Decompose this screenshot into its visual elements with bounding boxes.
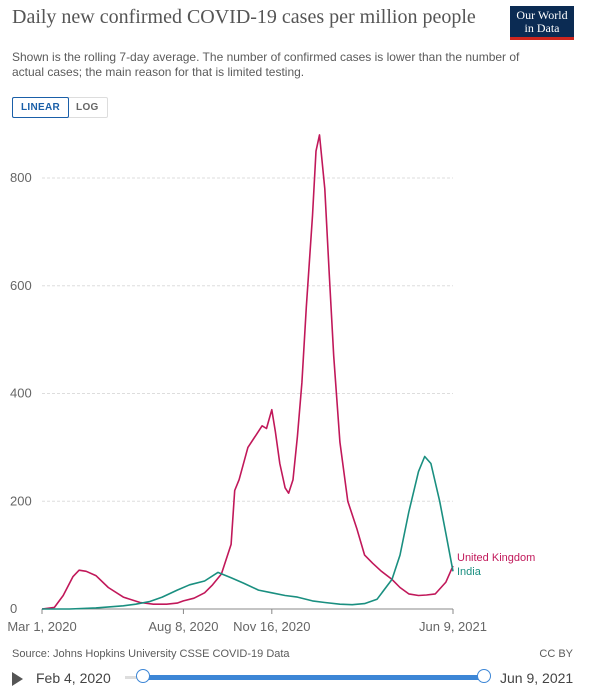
timeline-selected-range bbox=[143, 675, 484, 680]
x-tick-label: Mar 1, 2020 bbox=[7, 619, 76, 634]
series-line-uk bbox=[41, 134, 454, 610]
logo-line-1: Our World bbox=[516, 8, 568, 22]
x-tick-label: Nov 16, 2020 bbox=[233, 619, 310, 634]
y-tick-label: 400 bbox=[10, 386, 32, 401]
timeline-end-date: Jun 9, 2021 bbox=[500, 670, 574, 686]
chart-title: Daily new confirmed COVID-19 cases per m… bbox=[12, 6, 476, 28]
scale-toggle[interactable]: LINEAR LOG bbox=[12, 97, 108, 118]
y-tick-label: 600 bbox=[10, 278, 32, 293]
series-label-uk: United Kingdom bbox=[457, 552, 535, 564]
play-icon[interactable] bbox=[12, 672, 23, 686]
series-label-india: India bbox=[457, 566, 482, 578]
timeline-start-handle[interactable] bbox=[136, 669, 150, 683]
license-label[interactable]: CC BY bbox=[539, 648, 573, 660]
y-tick-label: 800 bbox=[10, 170, 32, 185]
y-tick-label: 200 bbox=[10, 493, 32, 508]
y-tick-label: 0 bbox=[10, 601, 17, 616]
x-tick-label: Jun 9, 2021 bbox=[419, 619, 487, 634]
x-tick-label: Aug 8, 2020 bbox=[148, 619, 218, 634]
source-note[interactable]: Source: Johns Hopkins University CSSE CO… bbox=[12, 648, 290, 660]
owid-logo[interactable]: Our World in Data bbox=[510, 6, 574, 40]
timeline-end-handle[interactable] bbox=[477, 669, 491, 683]
timeline-control[interactable]: Feb 4, 2020 Jun 9, 2021 bbox=[0, 664, 593, 690]
timeline-start-date: Feb 4, 2020 bbox=[36, 670, 111, 686]
linear-scale-button[interactable]: LINEAR bbox=[12, 97, 70, 118]
logo-line-2: in Data bbox=[524, 21, 560, 35]
line-chart: 0 200 400 600 800 Mar 1, 2020 Aug 8, 2020 Nov 1… bbox=[7, 134, 535, 634]
series-line-india bbox=[42, 455, 454, 610]
logo-accent-bar bbox=[510, 37, 574, 40]
log-scale-button[interactable]: LOG bbox=[76, 102, 99, 113]
chart-subtitle: Shown is the rolling 7-day average. The … bbox=[12, 50, 520, 79]
